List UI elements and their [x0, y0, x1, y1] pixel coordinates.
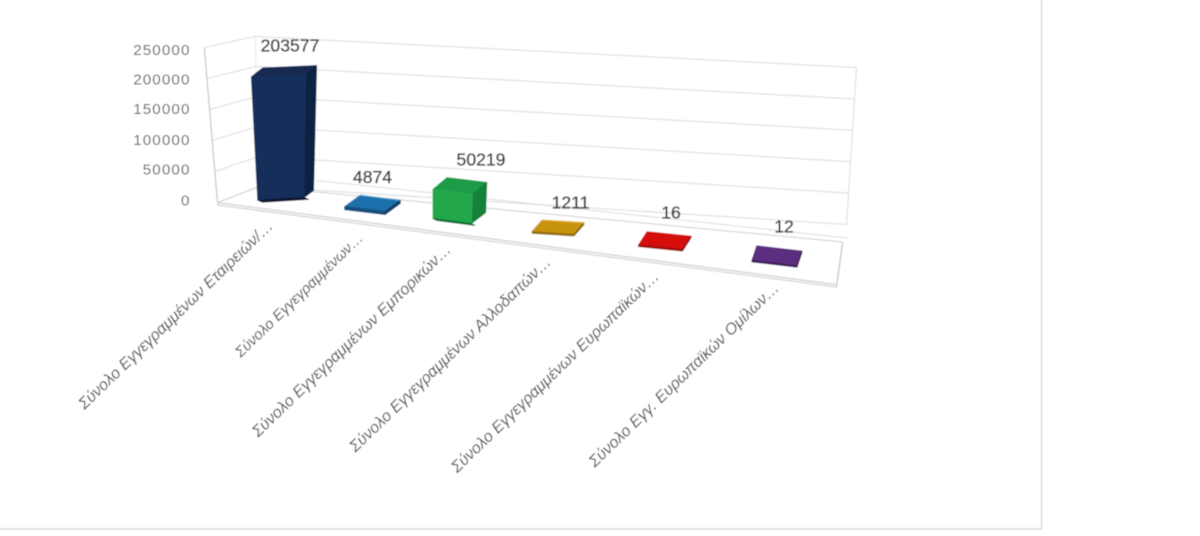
svg-text:12: 12	[774, 217, 794, 237]
svg-text:50219: 50219	[457, 150, 506, 170]
svg-text:50000: 50000	[143, 161, 191, 178]
svg-text:250000: 250000	[133, 42, 190, 59]
svg-text:203577: 203577	[261, 36, 320, 56]
svg-text:16: 16	[661, 203, 681, 223]
svg-text:200000: 200000	[133, 72, 190, 89]
svg-text:4874: 4874	[353, 167, 392, 187]
svg-text:150000: 150000	[133, 101, 190, 118]
svg-text:100000: 100000	[133, 132, 190, 149]
svg-text:0: 0	[181, 192, 191, 209]
svg-text:1211: 1211	[552, 193, 590, 213]
